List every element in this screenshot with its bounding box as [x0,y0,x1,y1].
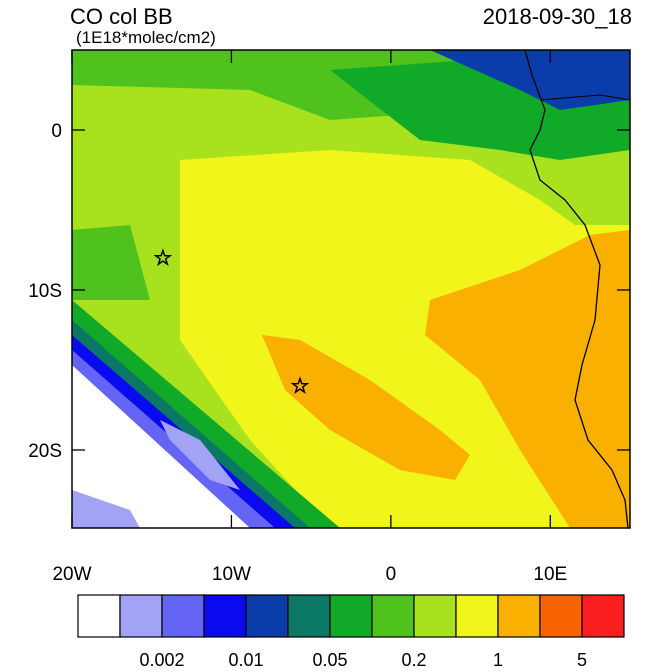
colorbar-box [119,594,163,638]
station-marker [290,376,310,394]
units: (1E18*molec/cm2) [76,28,216,47]
title: CO col BB [70,4,173,29]
y-tick-label: 10S [28,281,62,302]
date: 2018-09-30_18 [483,4,632,29]
colorbar-box [287,594,331,638]
map-frame [71,49,631,529]
colorbar-box [581,594,625,638]
x-tick-label: 10W [212,564,251,585]
x-tick-label: 10E [533,564,567,585]
colorbar-label: 1 [493,650,503,667]
station-marker [153,248,173,266]
colorbar-box [497,594,541,638]
colorbar-box [77,594,121,638]
y-tick-label: 0 [51,121,62,142]
colorbar-label: 0.05 [312,650,347,667]
colorbar-label: 0.01 [228,650,263,667]
y-tick-label: 20S [28,441,62,462]
x-tick-label: 20W [52,564,91,585]
colorbar-box [539,594,583,638]
colorbar-box [329,594,373,638]
map-field [72,50,630,528]
colorbar-box [371,594,415,638]
colorbar-label: 0.002 [139,650,184,667]
colorbar-box [455,594,499,638]
colorbar-box [413,594,457,638]
colorbar-label: 0.2 [401,650,426,667]
x-tick-label: 0 [386,564,397,585]
colorbar-box [161,594,205,638]
colorbar-label: 5 [577,650,587,667]
colorbar-box [245,594,289,638]
colorbar-box [203,594,247,638]
